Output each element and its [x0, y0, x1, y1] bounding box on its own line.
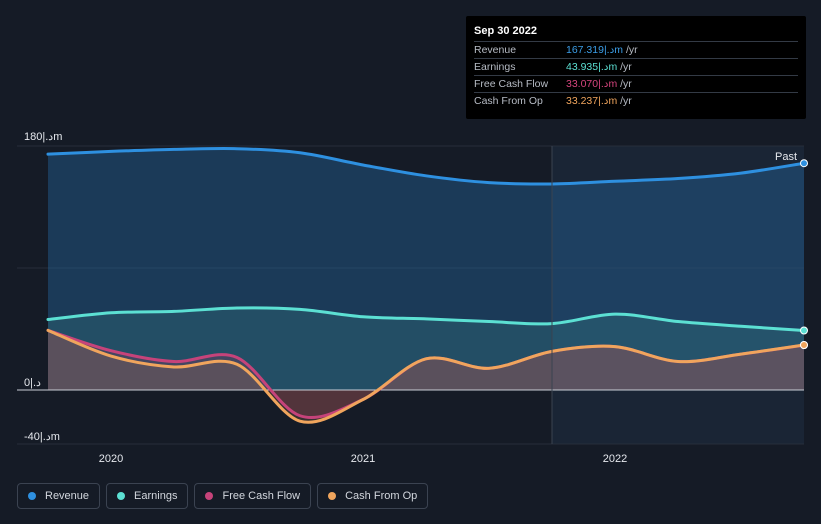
- legend-item-earnings[interactable]: Earnings: [106, 483, 189, 509]
- legend-dot-icon: [205, 492, 214, 500]
- tooltip-row-revenue: Revenue 167.319|.دm /yr: [474, 41, 798, 59]
- chart-legend: Revenue Earnings Free Cash Flow Cash Fro…: [17, 483, 429, 511]
- end-point-cash-from-op: [800, 340, 808, 349]
- area-earnings: [48, 307, 804, 390]
- tooltip-label: Earnings: [474, 61, 516, 73]
- series-areas: [48, 148, 804, 423]
- legend-item-cash-from-op[interactable]: Cash From Op: [317, 483, 429, 509]
- y-tick-label: -40|.دm: [24, 431, 60, 443]
- legend-dot-icon: [28, 492, 36, 500]
- tooltip-value: 167.319|.دm /yr: [566, 44, 638, 56]
- y-tick-label: 180|.دm: [24, 131, 62, 143]
- legend-label: Earnings: [134, 490, 178, 502]
- tooltip-label: Cash From Op: [474, 95, 543, 107]
- legend-label: Free Cash Flow: [222, 490, 301, 502]
- line-revenue: [46, 147, 804, 186]
- x-axis-labels: 2020 2021 2022: [99, 453, 627, 465]
- tooltip-panel: Sep 30 2022 Revenue 167.319|.دm /yr Earn…: [466, 16, 806, 119]
- tooltip-row-earnings: Earnings 43.935|.دm /yr: [474, 58, 798, 76]
- legend-label: Cash From Op: [345, 490, 418, 502]
- tooltip-date: Sep 30 2022: [474, 25, 537, 37]
- tooltip-value: 43.935|.دm /yr: [566, 61, 632, 73]
- legend-item-revenue[interactable]: Revenue: [17, 483, 101, 509]
- tooltip-label: Free Cash Flow: [474, 78, 549, 90]
- area-free-cash-flow: [48, 330, 804, 418]
- series-lines: [46, 147, 804, 424]
- legend-dot-icon: [328, 492, 337, 500]
- area-cash-from-op: [48, 330, 804, 423]
- y-tick-label: 0|.د: [24, 377, 41, 389]
- tooltip-value: 33.070|.دm /yr: [566, 78, 632, 90]
- tooltip-value: 33.237|.دm /yr: [566, 95, 632, 107]
- end-point-earnings: [800, 326, 808, 335]
- grid-lines: [17, 145, 804, 445]
- x-tick-label: 2021: [351, 453, 375, 465]
- line-earnings: [46, 306, 804, 332]
- x-tick-label: 2020: [99, 453, 123, 465]
- series-end-points: [800, 159, 808, 350]
- past-label: Past: [775, 151, 797, 163]
- legend-dot-icon: [117, 492, 126, 500]
- legend-label: Revenue: [45, 490, 90, 502]
- past-region: [552, 146, 804, 444]
- tooltip-row-cash-from-op: Cash From Op 33.237|.دm /yr: [474, 92, 798, 110]
- legend-item-free-cash-flow[interactable]: Free Cash Flow: [194, 483, 312, 509]
- end-point-revenue: [800, 159, 808, 168]
- line-cash-from-op: [46, 328, 804, 424]
- area-revenue: [48, 148, 804, 390]
- x-tick-label: 2022: [603, 453, 627, 465]
- tooltip-row-free-cash-flow: Free Cash Flow 33.070|.دm /yr: [474, 75, 798, 93]
- tooltip-label: Revenue: [474, 44, 517, 56]
- y-axis-labels: 180|.دm 0|.د -40|.دm: [24, 131, 62, 443]
